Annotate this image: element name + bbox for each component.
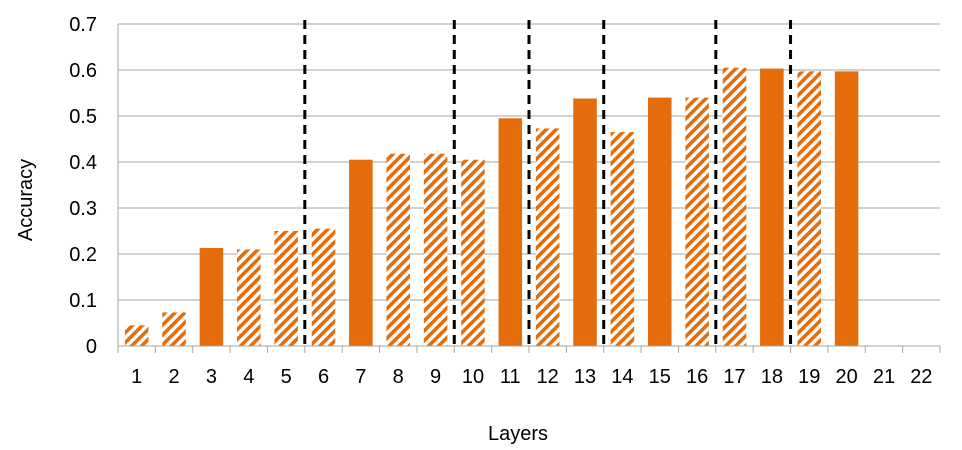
bar-layer-20	[834, 71, 859, 346]
x-tick-label: 22	[910, 366, 932, 388]
x-axis-title: Layers	[488, 423, 548, 445]
bar-layer-16	[685, 97, 709, 346]
x-tick-label: 13	[574, 366, 596, 388]
bar-layer-7	[349, 159, 373, 346]
bar-layer-8	[386, 153, 410, 346]
bar-layer-14	[610, 132, 635, 346]
y-tick-label: 0.2	[69, 244, 97, 266]
x-tick-label: 12	[537, 366, 559, 388]
bar-layer-12	[535, 128, 560, 346]
x-tick-label: 21	[873, 366, 895, 388]
bar-layer-15	[648, 97, 672, 346]
x-tick-label: 15	[649, 366, 671, 388]
y-tick-label: 0.4	[69, 152, 97, 174]
x-tick-label: 18	[761, 366, 783, 388]
x-tick-label: 8	[393, 366, 404, 388]
x-tick-label: 10	[462, 366, 484, 388]
y-tick-label: 0	[86, 336, 97, 358]
bar-layer-5	[274, 231, 298, 346]
bar-layer-18	[760, 68, 784, 347]
bar-layer-19	[797, 71, 821, 346]
x-tick-label: 2	[168, 366, 179, 388]
axes	[117, 24, 941, 353]
dashed-separators	[303, 20, 793, 346]
y-tick-label: 0.1	[69, 290, 97, 312]
y-tick-labels: 0 0.1 0.2 0.3 0.4 0.5 0.6 0.7	[69, 14, 97, 358]
y-tick-label: 0.7	[69, 14, 97, 36]
y-tick-label: 0.3	[69, 198, 97, 220]
x-tick-label: 4	[243, 366, 254, 388]
x-tick-label: 7	[355, 366, 366, 388]
y-tick-label: 0.6	[69, 60, 97, 82]
bar-layer-3	[199, 248, 224, 346]
y-tick-label: 0.5	[69, 106, 97, 128]
x-tick-labels: 1 2 3 4 5 6 7 8 9 10 11 12 13 14 15 16 17 18 19 20 21 22	[131, 366, 932, 388]
bar-layer-13	[573, 98, 597, 347]
bar-layer-9	[423, 153, 448, 346]
x-tick-label: 9	[430, 366, 441, 388]
bar-layer-2	[162, 312, 186, 346]
x-tick-label: 14	[611, 366, 633, 388]
bar-layer-17	[722, 67, 747, 346]
x-tick-label: 17	[723, 366, 745, 388]
y-axis-title: Accuracy	[15, 159, 37, 241]
x-tick-label: 5	[281, 366, 292, 388]
x-tick-label: 11	[500, 366, 521, 388]
x-tick-label: 3	[206, 366, 217, 388]
bar-layer-11	[498, 118, 523, 346]
bar-layer-4	[237, 249, 261, 346]
bar-layer-10	[461, 159, 485, 346]
x-tick-label: 1	[131, 366, 142, 388]
x-tick-label: 19	[798, 366, 820, 388]
x-tick-label: 16	[686, 366, 708, 388]
x-tick-label: 6	[318, 366, 329, 388]
bar-layer-6	[311, 228, 336, 346]
x-tick-label: 20	[835, 366, 857, 388]
bars	[124, 67, 859, 347]
bar-layer-1	[124, 325, 149, 346]
